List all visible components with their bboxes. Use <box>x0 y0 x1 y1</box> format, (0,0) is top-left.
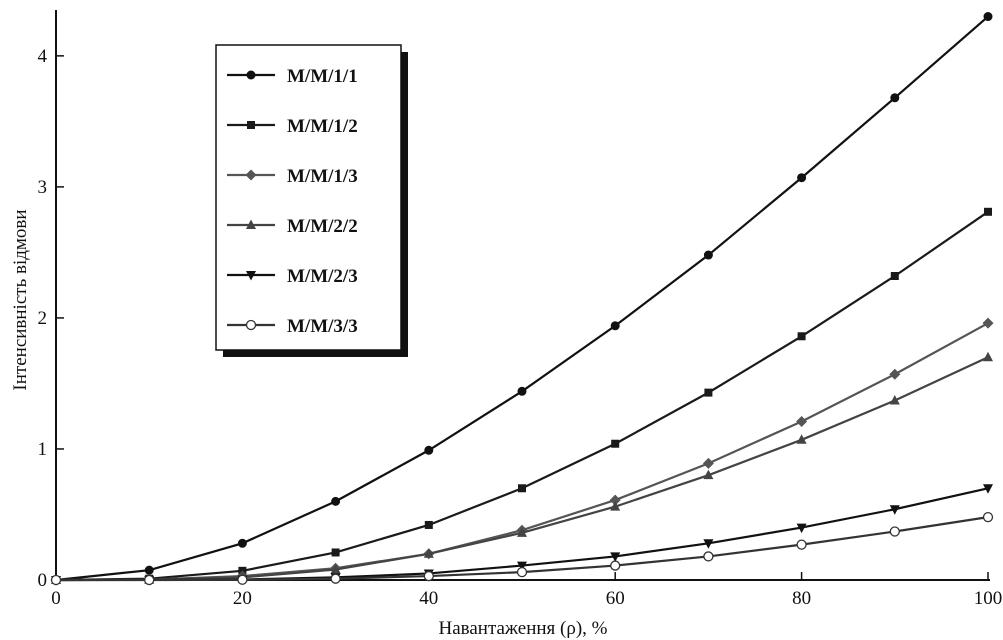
legend-label: M/M/2/2 <box>287 216 358 237</box>
x-tick-label: 20 <box>233 588 252 609</box>
data-point <box>983 484 993 494</box>
data-point <box>703 551 714 562</box>
data-point <box>704 388 713 397</box>
data-point <box>516 566 528 578</box>
data-point <box>796 539 807 550</box>
data-point <box>610 501 621 511</box>
data-point <box>610 321 620 331</box>
data-point <box>144 574 155 586</box>
data-point <box>330 564 341 574</box>
series-layer <box>50 12 994 586</box>
data-point <box>331 548 340 557</box>
x-tick-label: 0 <box>51 588 61 609</box>
series-line <box>55 15 989 582</box>
data-point <box>330 573 341 584</box>
data-point <box>517 561 527 572</box>
data-point <box>797 332 806 341</box>
legend-label: M/M/2/3 <box>287 266 358 287</box>
data-point <box>703 539 714 549</box>
legend-item: M/M/3/3 <box>227 316 358 337</box>
legend-label: M/M/1/1 <box>287 66 358 87</box>
data-point <box>517 527 527 537</box>
legend-item: M/M/1/1 <box>227 66 358 87</box>
legend-swatch-marker <box>245 319 257 331</box>
data-point <box>423 570 434 582</box>
data-point <box>424 445 434 455</box>
series-m-m-2-2 <box>51 351 993 584</box>
data-point <box>144 565 154 575</box>
data-point <box>983 12 993 22</box>
data-point <box>982 317 994 329</box>
series-m-m-1-1 <box>51 12 993 585</box>
data-point <box>50 574 62 586</box>
data-point <box>610 552 621 562</box>
x-axis-title: Навантаження (ρ), % <box>438 618 607 639</box>
data-point <box>518 484 526 493</box>
data-point <box>889 368 901 380</box>
y-tick-label: 1 <box>38 439 48 460</box>
x-tick-label: 40 <box>419 588 438 609</box>
legend-swatch-marker <box>246 70 256 80</box>
data-point <box>983 351 993 362</box>
data-point <box>237 574 248 585</box>
data-point <box>703 469 714 480</box>
legend-item: M/M/2/3 <box>227 266 358 287</box>
data-point <box>517 386 527 396</box>
legend-swatch-marker <box>245 169 257 181</box>
data-point <box>890 93 900 103</box>
data-point <box>423 548 434 558</box>
data-point <box>889 394 900 405</box>
axes <box>55 10 990 581</box>
data-point <box>424 520 433 529</box>
data-point <box>890 272 899 280</box>
data-point <box>796 523 807 534</box>
legend: M/M/1/1 M/M/1/2 M/M/1/3 M/M/2/2 M/M/2/3 M/M/3… <box>215 44 408 357</box>
legend-swatch-marker <box>247 121 255 129</box>
legend-item: M/M/1/2 <box>227 116 358 137</box>
data-point <box>237 538 247 548</box>
data-point <box>703 250 713 260</box>
data-point <box>702 457 714 469</box>
data-point <box>331 496 341 506</box>
data-point <box>611 439 620 448</box>
data-point <box>796 415 808 427</box>
legend-swatch-marker <box>246 271 256 281</box>
data-point <box>797 173 807 183</box>
y-tick-label: 4 <box>38 46 48 67</box>
ticks: 0 20 40 60 80 100 0 1 2 3 4 <box>38 46 1003 609</box>
x-tick-label: 80 <box>792 588 811 609</box>
data-point <box>609 494 621 506</box>
x-tick-label: 60 <box>606 588 625 609</box>
legend-label: M/M/1/2 <box>287 116 358 137</box>
y-tick-label: 0 <box>38 570 48 591</box>
legend-box <box>215 44 402 351</box>
y-tick-label: 2 <box>38 308 48 329</box>
data-point <box>889 505 900 515</box>
data-point <box>610 560 621 571</box>
series-line <box>55 322 989 582</box>
data-point <box>889 526 900 537</box>
data-point <box>796 434 807 444</box>
legend-label: M/M/3/3 <box>287 316 358 337</box>
legend-label: M/M/1/3 <box>287 166 358 187</box>
legend-item: M/M/1/3 <box>227 166 358 187</box>
legend-swatch-marker <box>246 219 256 229</box>
y-axis-title: Інтенсивність відмови <box>10 209 31 390</box>
x-tick-label: 100 <box>974 588 1003 609</box>
y-tick-label: 3 <box>38 177 48 198</box>
data-point <box>984 207 992 216</box>
legend-item: M/M/2/2 <box>227 216 358 237</box>
series-m-m-3-3 <box>50 511 994 586</box>
data-point <box>982 511 994 523</box>
series-m-m-1-3 <box>50 317 994 586</box>
